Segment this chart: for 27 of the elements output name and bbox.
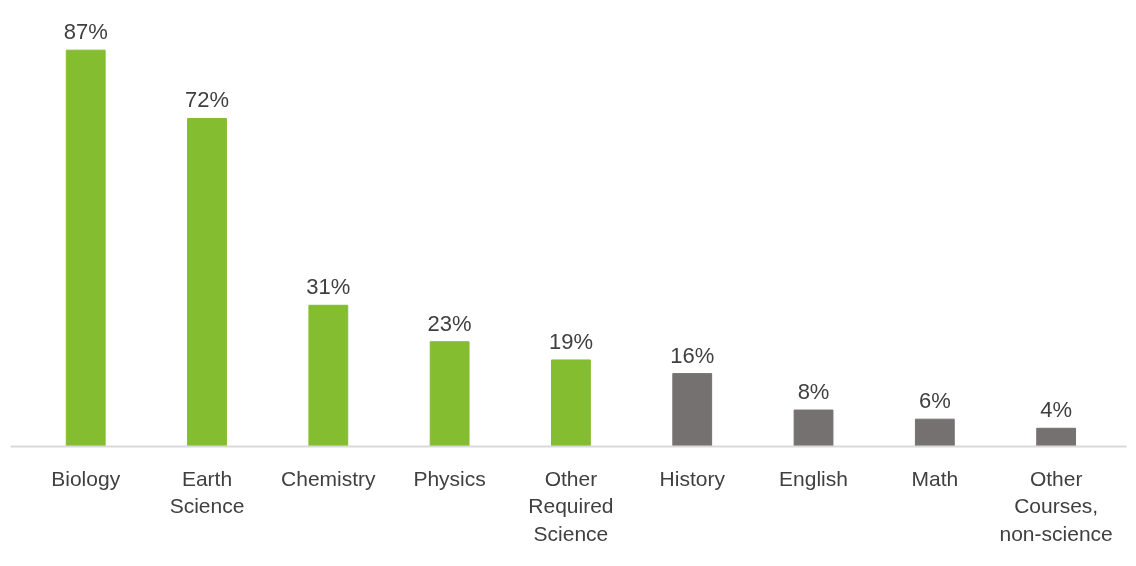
bar — [914, 418, 955, 447]
x-tick-label: Other Required Science — [528, 466, 614, 545]
x-tick-label: Other Courses, non-science — [999, 466, 1113, 545]
bar — [672, 373, 713, 447]
bar — [65, 49, 106, 447]
data-label: 87% — [63, 19, 108, 45]
x-tick-label: History — [659, 466, 726, 490]
data-label: 16% — [670, 342, 715, 368]
data-label: 19% — [548, 328, 593, 354]
data-label: 23% — [427, 310, 472, 336]
data-label: 72% — [185, 87, 230, 113]
x-tick-label: English — [779, 466, 848, 490]
x-tick-label: Biology — [51, 466, 121, 490]
bar — [1036, 427, 1077, 447]
data-label: 6% — [918, 388, 951, 414]
bar — [308, 304, 349, 447]
data-label: 8% — [797, 379, 830, 405]
x-tick-label: Chemistry — [281, 466, 377, 490]
x-tick-label: Earth Science — [169, 466, 245, 518]
x-tick-label: Physics — [413, 466, 486, 490]
data-label: 31% — [306, 274, 351, 300]
bar — [429, 341, 470, 447]
bar — [187, 117, 227, 447]
x-tick-label: Math — [911, 466, 959, 490]
bar — [551, 359, 591, 447]
data-label: 4% — [1040, 397, 1073, 423]
bar — [793, 409, 834, 447]
